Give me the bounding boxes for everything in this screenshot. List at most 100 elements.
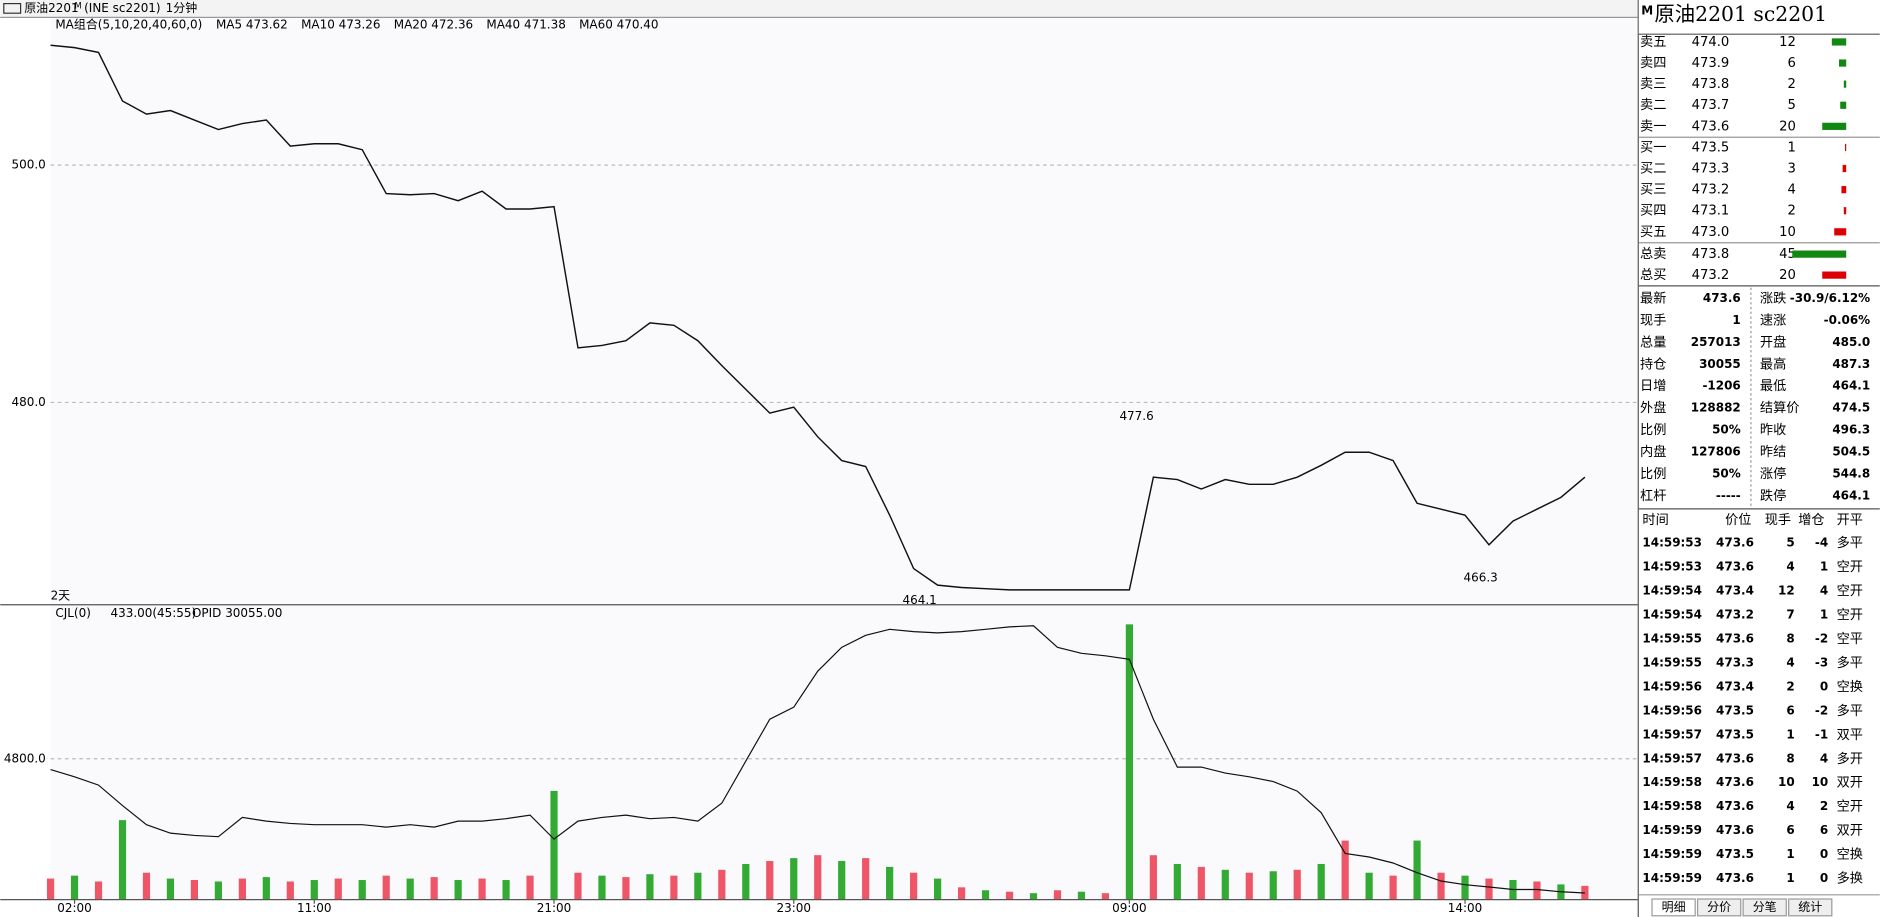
volume-bar: [910, 872, 918, 900]
trade-cell: 473.5: [1716, 847, 1754, 861]
volume-bar: [790, 858, 798, 900]
book-label: 总买: [1640, 267, 1666, 283]
stat-value: -1206: [1702, 379, 1740, 393]
tab[interactable]: [1696, 898, 1742, 917]
trade-cell: 14:59:53: [1642, 536, 1702, 550]
book-price: 474.0: [1692, 35, 1730, 50]
trade-cell: 多换: [1837, 870, 1863, 887]
trade-cell: 14:59:55: [1642, 655, 1702, 669]
volume-bar: [406, 878, 414, 900]
volume-bar: [1029, 893, 1038, 900]
volume-bar: [118, 820, 127, 900]
volume-bar: [190, 880, 199, 900]
stat-label: 比例: [1640, 466, 1666, 482]
indicator[interactable]: CJL(0): [55, 606, 91, 620]
book-price: 473.8: [1692, 77, 1730, 92]
trade-cell: 双平: [1837, 728, 1863, 743]
volume-bar: [1173, 863, 1181, 900]
stat-value: 474.5: [1832, 401, 1870, 415]
stat-value: 473.6: [1703, 291, 1741, 305]
trade-cell: 14:59:54: [1642, 583, 1702, 597]
trade-cell: 空开: [1837, 583, 1863, 599]
volume-bar: [1341, 840, 1349, 900]
volume-bar: [814, 855, 822, 900]
trade-cell: 14:59:57: [1642, 727, 1702, 741]
trade-cell: 14:59:55: [1642, 631, 1702, 645]
book-qty: 1: [1787, 140, 1795, 155]
stat-value: 487.3: [1832, 357, 1870, 371]
stat-value: -----: [1716, 488, 1741, 502]
trade-cell: 14:59:58: [1642, 799, 1702, 813]
menu-icon[interactable]: [3, 2, 22, 14]
stat-label: 昨结: [1760, 444, 1786, 460]
tab-label[interactable]: 明细: [1662, 900, 1686, 914]
trade-cell: 0: [1820, 847, 1828, 861]
x-tick-label: 14:00: [1448, 901, 1483, 915]
trade-cell: 14:59:54: [1642, 607, 1702, 621]
stat-value: 50%: [1712, 466, 1741, 480]
readout: 433.00(45:55): [111, 606, 197, 620]
volume-bar: [478, 878, 486, 900]
stat-value: 1: [1732, 313, 1740, 327]
trade-cell: -1: [1815, 727, 1828, 741]
volume-bar: [934, 878, 942, 900]
toolbar: [0, 0, 1638, 17]
ma-label: MA20 472.36: [394, 18, 473, 32]
book-label: 买五: [1640, 224, 1666, 240]
trade-cell: 多平: [1837, 702, 1863, 719]
volume-bar: [1269, 871, 1277, 900]
period[interactable]: 1分钟: [166, 0, 198, 15]
volume-bar: [718, 869, 726, 900]
days-label: 2天: [51, 588, 71, 602]
book-price: 473.2: [1692, 183, 1730, 198]
indicator[interactable]: MA组合(5,10,20,40,60,0): [55, 17, 202, 32]
book-qty: 5: [1787, 98, 1795, 113]
stat-label: 总量: [1640, 334, 1666, 350]
stat-value: 50%: [1712, 423, 1741, 437]
quote-header: [1638, 0, 1880, 34]
volume-bar: [694, 872, 702, 900]
stat-label: 外盘: [1640, 399, 1666, 416]
volume-bar: [1293, 869, 1301, 900]
trade-cell: 空换: [1837, 679, 1863, 695]
volume-bar: [46, 878, 55, 900]
volume-bar: [886, 866, 894, 900]
stat-label: 最高: [1760, 355, 1786, 372]
trade-cell: 14:59:59: [1642, 823, 1702, 837]
volume-bar: [1389, 875, 1397, 900]
ma-label: MA10 473.26: [301, 18, 380, 32]
tab-label[interactable]: 统计: [1798, 900, 1822, 914]
stat-label: 持仓: [1640, 356, 1666, 372]
qty-bar: [1822, 122, 1847, 130]
tab-label[interactable]: 分笔: [1753, 899, 1777, 914]
symbol[interactable]: 原油2201: [24, 1, 78, 15]
qty-bar: [1792, 250, 1847, 258]
stat-value: 544.8: [1832, 466, 1870, 480]
volume-bar: [1365, 872, 1373, 900]
volume-bar: [238, 878, 246, 900]
stat-label: 杠杆: [1640, 488, 1666, 504]
trade-cell: -2: [1815, 631, 1828, 645]
x-tick-label: 11:00: [297, 901, 332, 915]
trade-cell: 1: [1820, 559, 1828, 573]
volume-bar: [646, 874, 654, 900]
x-tick-label: 23:00: [777, 901, 812, 915]
trade-cell: 1: [1820, 607, 1828, 621]
tab[interactable]: [1651, 898, 1696, 917]
quote-title: 原油2201 sc2201: [1654, 2, 1827, 26]
volume-bar: [550, 790, 558, 900]
trades-header: 时间: [1642, 512, 1668, 528]
tab-label[interactable]: 分价: [1707, 900, 1731, 914]
stat-value: 128882: [1691, 401, 1741, 415]
trade-cell: 473.6: [1716, 559, 1754, 573]
book-price: 473.0: [1692, 225, 1730, 240]
trade-cell: 5: [1786, 536, 1794, 550]
trade-cell: 473.6: [1716, 751, 1754, 765]
tab[interactable]: [1742, 898, 1787, 917]
tab[interactable]: [1788, 898, 1833, 917]
trades-header: 价位: [1725, 512, 1751, 528]
trade-cell: 1: [1786, 871, 1794, 885]
qty-bar: [1840, 101, 1847, 109]
qty-bar: [1839, 59, 1847, 67]
